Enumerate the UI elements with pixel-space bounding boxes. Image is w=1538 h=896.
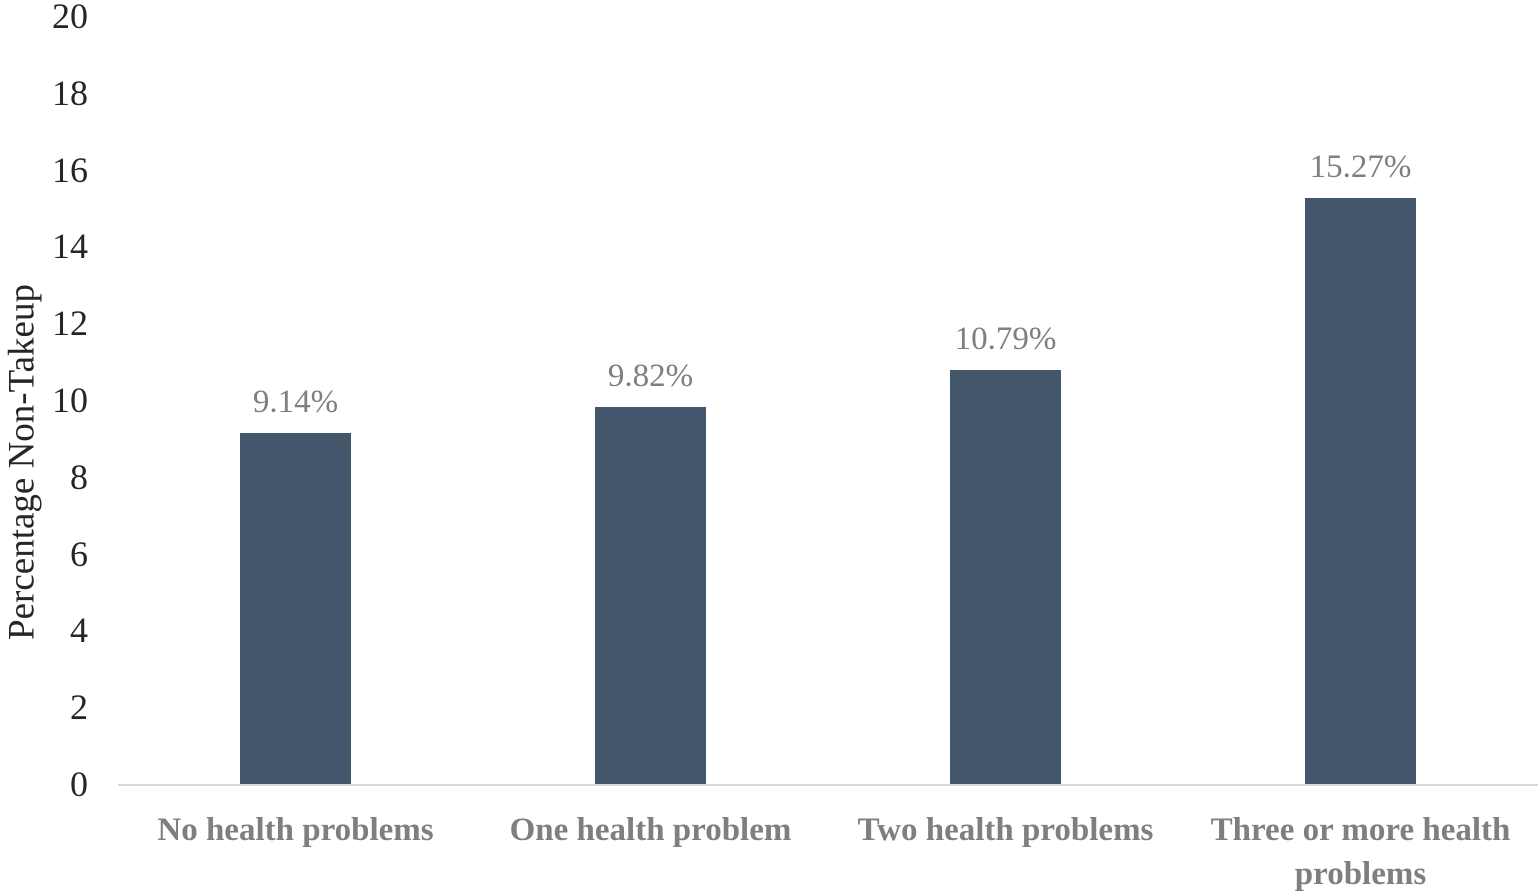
bar (1305, 197, 1416, 784)
y-axis-tick-label: 0 (70, 764, 88, 804)
x-axis-category-label: One health problem (474, 808, 828, 852)
bar-value-label: 9.14% (252, 384, 339, 421)
bar-value-label: 15.27% (1309, 148, 1412, 185)
y-axis-tick-label: 2 (70, 687, 88, 728)
bar-value-label: 10.79% (954, 320, 1057, 357)
y-axis-tick-label: 16 (52, 149, 88, 190)
bar-value-label: 9.82% (607, 357, 694, 394)
y-axis-tick-label: 14 (52, 226, 88, 267)
y-axis-tick-label: 8 (70, 456, 88, 497)
x-axis-category-label: Two health problems (829, 808, 1183, 852)
x-axis-category-label-line: Three or more health (1210, 812, 1511, 848)
x-axis-category-label-line: One health problem (509, 812, 792, 848)
y-axis-tick-label: 20 (52, 0, 88, 36)
y-axis-tick-label: 12 (52, 303, 88, 344)
bar (950, 369, 1061, 784)
x-axis-line (118, 784, 1538, 786)
x-axis-category-label: No health problems (119, 808, 473, 852)
x-axis-category-label-line: Two health problems (857, 812, 1154, 848)
y-axis-tick-label: 10 (52, 380, 88, 420)
x-axis-category-label: Three or more health problems (1184, 808, 1538, 896)
y-axis-tick-label: 4 (70, 610, 88, 651)
y-axis-tick-label: 18 (52, 72, 88, 113)
bar (240, 433, 351, 784)
y-axis-tick-label: 6 (70, 533, 88, 574)
x-axis-category-label-line: No health problems (157, 812, 434, 848)
x-axis-category-label-line: problems (1294, 856, 1427, 892)
bar (595, 406, 706, 784)
